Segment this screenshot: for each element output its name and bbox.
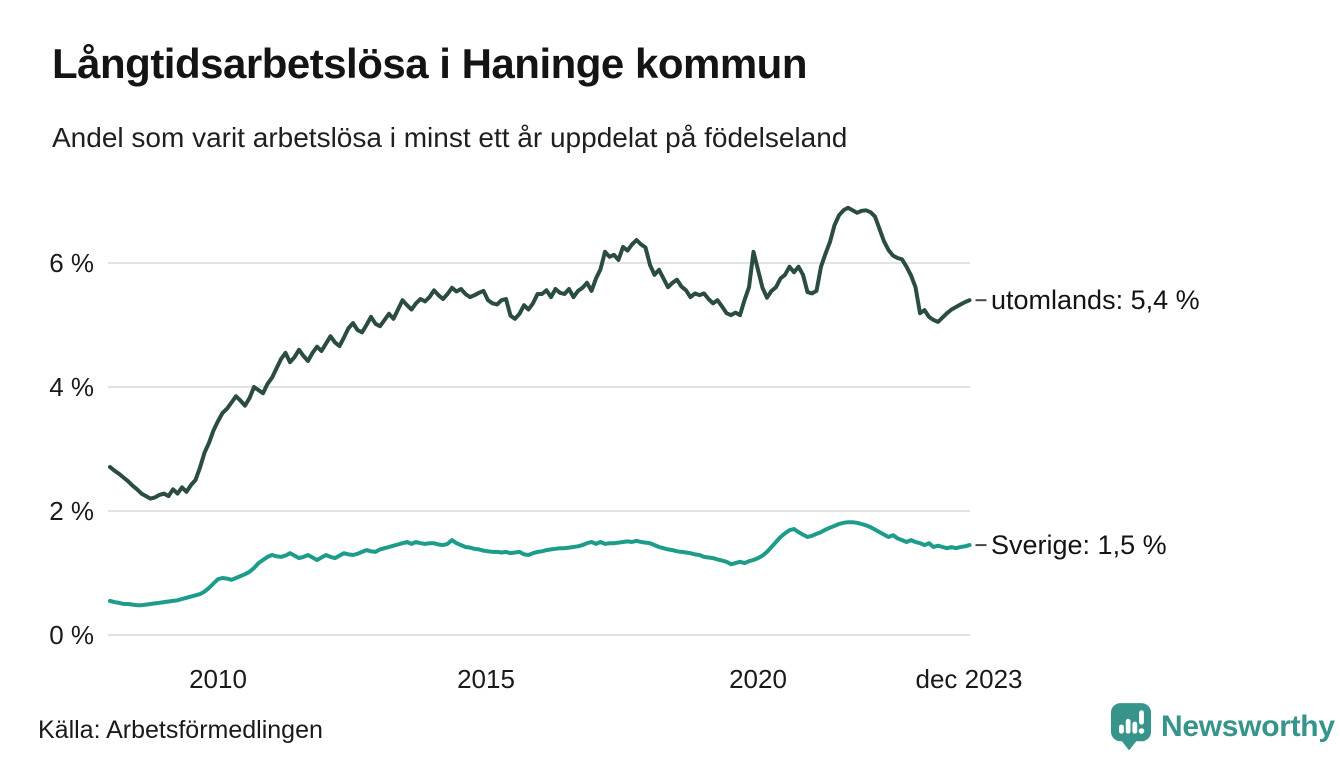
x-axis-tick-2010: 2010	[189, 664, 247, 694]
logo-bubble-shape	[1110, 703, 1152, 751]
x-axis-tick-dec-2023: dec 2023	[915, 664, 1023, 694]
series-line-sverige	[108, 520, 972, 608]
y-axis-tick-0: 0 %	[49, 620, 94, 650]
page-title: Långtidsarbetslösa i Haninge kommun	[52, 40, 807, 87]
series-label-sverige: Sverige: 1,5 %	[991, 530, 1167, 560]
series-label-utomlands: utomlands: 5,4 %	[991, 285, 1200, 315]
y-axis-tick-4: 4 %	[49, 372, 94, 402]
logo-bar-chart-glyph	[1119, 710, 1145, 734]
x-axis-tick-2015: 2015	[457, 664, 515, 694]
chart-subtitle: Andel som varit arbetslösa i minst ett å…	[52, 122, 848, 153]
newsworthy-logo: Newsworthy	[1110, 702, 1335, 751]
y-axis-tick-6: 6 %	[49, 248, 94, 278]
newsworthy-logo-text: Newsworthy	[1161, 709, 1335, 743]
x-axis-tick-2020: 2020	[729, 664, 787, 694]
series-line-utomlands	[108, 205, 972, 501]
source-note: Källa: Arbetsförmedlingen	[38, 716, 323, 744]
newsworthy-logo-icon	[1110, 703, 1152, 751]
y-axis-tick-2: 2 %	[49, 496, 94, 526]
